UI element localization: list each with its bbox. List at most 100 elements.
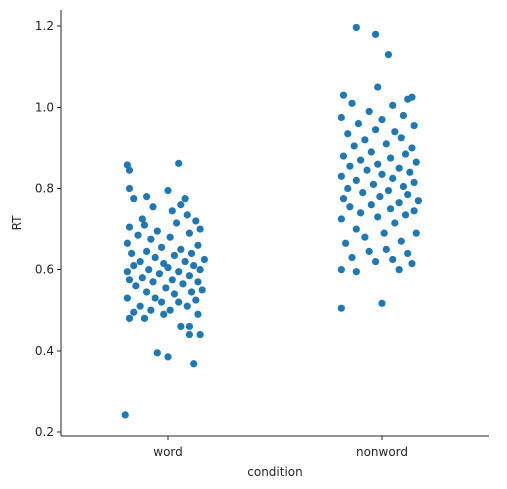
data-point-nonword: [352, 23, 360, 32]
data-point-nonword: [350, 142, 358, 150]
x-tick-label-nonword: nonword: [356, 445, 408, 459]
data-point-nonword: [389, 174, 397, 182]
data-point-nonword: [376, 193, 384, 201]
data-point-word: [179, 280, 187, 288]
data-point-word: [177, 322, 185, 331]
data-point-nonword: [408, 93, 416, 101]
data-point-word: [155, 270, 164, 278]
data-point-nonword: [361, 136, 369, 144]
data-point-nonword: [378, 115, 386, 124]
data-point-word: [157, 298, 166, 306]
data-point-word: [140, 221, 149, 229]
data-point-nonword: [410, 207, 418, 215]
y-tick-label: 1.0: [35, 100, 54, 114]
data-point-nonword: [352, 225, 360, 233]
data-point-nonword: [414, 197, 422, 205]
data-point-nonword: [378, 170, 386, 178]
data-point-word: [132, 282, 140, 290]
data-point-word: [194, 310, 202, 318]
data-point-word: [181, 195, 189, 203]
x-axis-label: condition: [247, 465, 302, 479]
data-point-word: [130, 195, 138, 203]
data-point-word: [172, 219, 181, 227]
data-point-word: [140, 314, 149, 322]
data-point-nonword: [339, 152, 348, 160]
data-point-word: [143, 288, 151, 296]
data-point-nonword: [357, 209, 365, 217]
data-point-nonword: [365, 247, 373, 255]
data-point-nonword: [406, 168, 414, 176]
y-tick-label: 1.2: [35, 19, 54, 33]
data-point-nonword: [348, 253, 356, 262]
data-point-word: [177, 245, 185, 253]
data-point-nonword: [386, 154, 395, 162]
data-point-word: [187, 288, 196, 296]
data-point-word: [181, 257, 189, 266]
data-point-nonword: [395, 199, 403, 207]
data-point-nonword: [395, 164, 403, 172]
x-tick-label-word: word: [153, 445, 183, 459]
data-point-word: [123, 268, 131, 276]
data-point-nonword: [337, 304, 345, 312]
data-point-nonword: [352, 268, 360, 276]
y-axis-label: RT: [10, 215, 24, 230]
data-point-word: [175, 268, 183, 276]
data-point-nonword: [363, 166, 371, 174]
data-point-nonword: [352, 176, 360, 184]
data-point-nonword: [337, 215, 345, 223]
data-point-word: [166, 306, 174, 314]
data-point-word: [125, 184, 134, 193]
data-point-nonword: [391, 128, 399, 136]
data-point-nonword: [399, 111, 407, 120]
data-point-nonword: [354, 120, 363, 128]
data-point-nonword: [337, 266, 345, 274]
data-point-nonword: [348, 99, 356, 107]
data-point-word: [136, 257, 144, 266]
data-point-word: [168, 207, 176, 215]
data-point-word: [157, 243, 166, 251]
data-point-word: [200, 255, 208, 264]
data-point-nonword: [378, 299, 386, 307]
data-point-word: [143, 247, 151, 255]
data-point-nonword: [391, 219, 399, 227]
data-point-nonword: [367, 148, 375, 156]
data-point-nonword: [384, 51, 393, 59]
data-point-word: [175, 298, 183, 306]
data-point-nonword: [369, 180, 378, 189]
data-point-word: [128, 249, 136, 258]
data-point-word: [185, 322, 193, 331]
data-point-nonword: [337, 113, 345, 122]
data-point-word: [123, 239, 131, 247]
data-point-word: [187, 249, 196, 258]
data-point-word: [151, 253, 159, 262]
data-point-word: [149, 278, 157, 286]
data-point-word: [149, 203, 157, 211]
data-point-nonword: [384, 186, 393, 195]
data-point-word: [153, 227, 161, 235]
data-point-nonword: [342, 239, 350, 247]
data-point-nonword: [371, 257, 380, 266]
data-point-word: [138, 274, 146, 282]
y-tick-label: 0.8: [35, 182, 54, 196]
data-point-word: [164, 353, 172, 361]
data-point-nonword: [408, 259, 416, 268]
data-point-word: [125, 223, 134, 231]
x-axis-ticks: word nonword: [153, 436, 408, 459]
data-point-nonword: [339, 195, 348, 203]
y-tick-label: 0.4: [35, 344, 54, 358]
data-point-word: [160, 259, 168, 268]
data-point-word: [143, 193, 151, 201]
data-point-nonword: [346, 203, 354, 211]
y-tick-label: 0.2: [35, 425, 54, 439]
data-point-nonword: [337, 172, 345, 180]
y-axis-ticks: 0.2 0.4 0.6 0.8 1.0 1.2: [35, 19, 61, 439]
data-point-nonword: [344, 184, 352, 193]
data-point-nonword: [386, 205, 395, 213]
data-point-word: [123, 161, 131, 169]
data-point-nonword: [401, 150, 410, 158]
data-point-word: [183, 302, 191, 310]
data-point-nonword: [371, 126, 380, 134]
data-point-nonword: [344, 130, 352, 138]
data-point-word: [153, 349, 161, 357]
data-point-nonword: [357, 156, 365, 164]
